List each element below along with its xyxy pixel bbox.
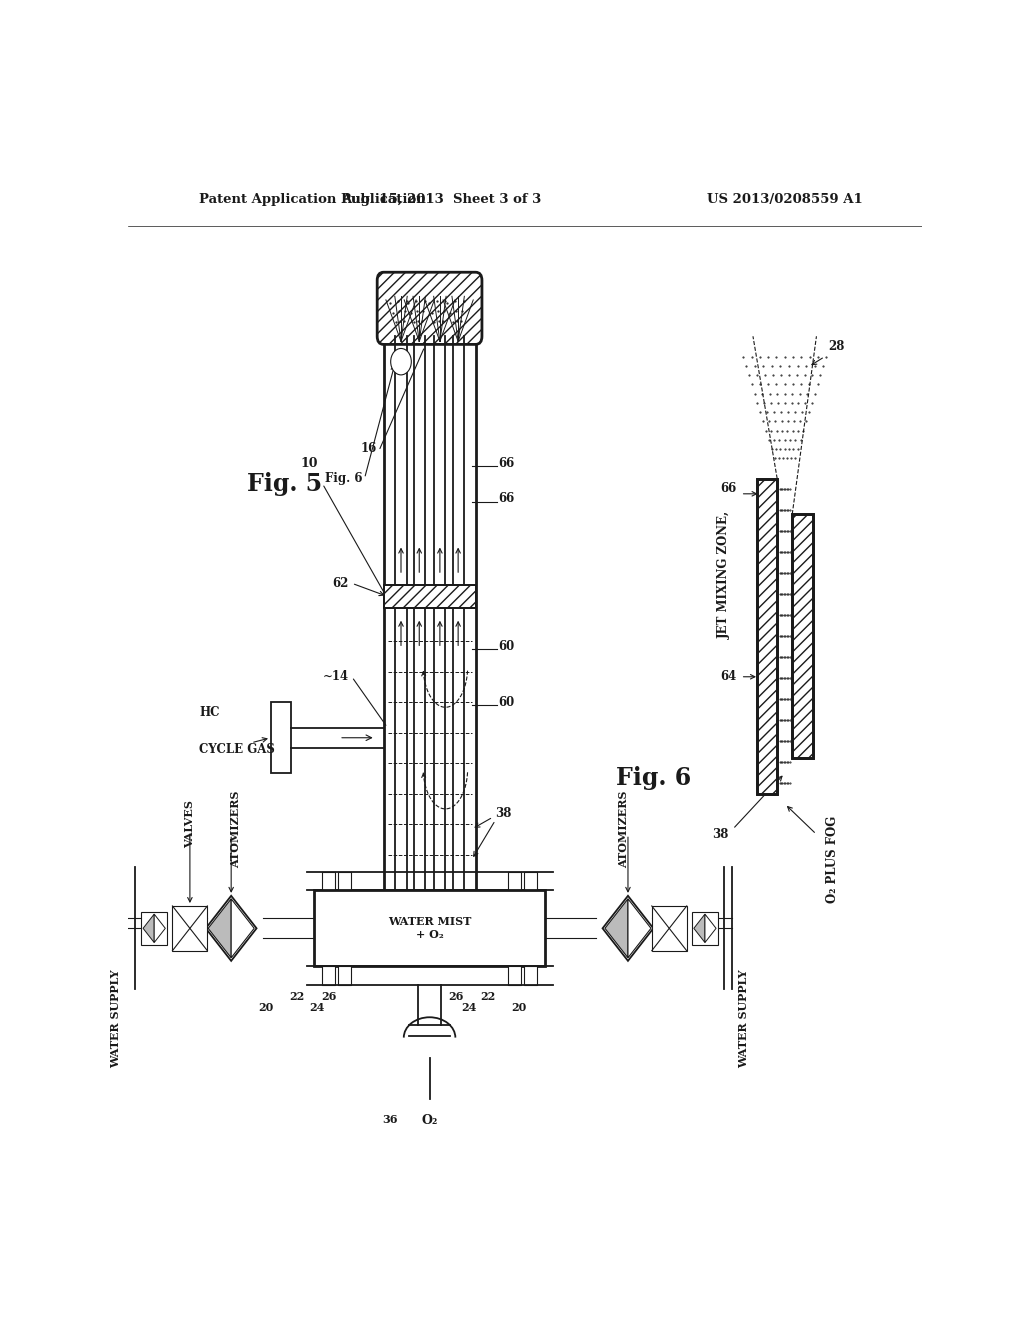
Bar <box>757 479 777 793</box>
Text: 62: 62 <box>332 577 348 590</box>
Bar <box>524 966 537 985</box>
Polygon shape <box>206 896 257 961</box>
Text: O₂ PLUS FOG: O₂ PLUS FOG <box>825 816 839 903</box>
Text: 26: 26 <box>449 991 464 1002</box>
Text: VALVES: VALVES <box>184 800 196 847</box>
Bar <box>652 906 687 950</box>
Polygon shape <box>705 913 716 942</box>
Bar <box>524 873 537 890</box>
Bar <box>338 873 351 890</box>
Text: ATOMIZERS: ATOMIZERS <box>618 791 630 869</box>
Bar <box>323 873 335 890</box>
Bar <box>384 585 475 607</box>
Text: WATER MIST
+ O₂: WATER MIST + O₂ <box>388 916 471 940</box>
Text: 66: 66 <box>499 492 515 506</box>
Polygon shape <box>231 899 254 958</box>
Text: 22: 22 <box>480 991 496 1002</box>
Text: O₂: O₂ <box>422 1114 437 1127</box>
Text: 36: 36 <box>382 1114 397 1125</box>
Text: 66: 66 <box>721 482 736 495</box>
Text: 24: 24 <box>309 1002 325 1012</box>
Text: Fig. 6: Fig. 6 <box>616 767 691 791</box>
Text: HC: HC <box>200 706 220 719</box>
Text: US 2013/0208559 A1: US 2013/0208559 A1 <box>708 193 863 206</box>
Text: WATER SUPPLY: WATER SUPPLY <box>110 969 121 1068</box>
Text: 64: 64 <box>721 671 736 684</box>
Text: 66: 66 <box>499 457 515 470</box>
Text: ~14: ~14 <box>323 671 348 684</box>
Bar <box>172 906 207 950</box>
Text: 60: 60 <box>499 696 515 709</box>
Text: 20: 20 <box>511 1002 526 1012</box>
Polygon shape <box>628 899 651 958</box>
Bar <box>141 912 167 945</box>
Text: ATOMIZERS: ATOMIZERS <box>229 791 241 869</box>
Text: 20: 20 <box>258 1002 273 1012</box>
Bar <box>270 702 292 774</box>
Polygon shape <box>155 913 165 942</box>
Text: Fig. 5: Fig. 5 <box>247 471 323 495</box>
Bar <box>508 873 521 890</box>
Text: 22: 22 <box>290 991 305 1002</box>
Bar <box>508 966 521 985</box>
Bar <box>323 966 335 985</box>
Bar <box>793 515 813 758</box>
Text: 38: 38 <box>713 828 729 841</box>
Text: Aug. 15, 2013  Sheet 3 of 3: Aug. 15, 2013 Sheet 3 of 3 <box>341 193 542 206</box>
Bar <box>338 966 351 985</box>
Polygon shape <box>605 899 628 958</box>
Text: CYCLE GAS: CYCLE GAS <box>200 743 275 756</box>
Bar <box>314 890 545 966</box>
Text: 60: 60 <box>499 640 515 653</box>
Text: 28: 28 <box>828 341 845 352</box>
Polygon shape <box>143 913 155 942</box>
Bar <box>692 912 718 945</box>
Text: Patent Application Publication: Patent Application Publication <box>200 193 426 206</box>
Text: WATER SUPPLY: WATER SUPPLY <box>738 969 750 1068</box>
Polygon shape <box>694 913 705 942</box>
Text: 10: 10 <box>301 457 318 470</box>
Text: JET MIXING ZONE,: JET MIXING ZONE, <box>718 511 731 639</box>
Bar <box>384 585 475 607</box>
Bar <box>757 479 777 793</box>
Bar <box>793 515 813 758</box>
Text: 38: 38 <box>495 808 511 821</box>
Text: 16: 16 <box>360 442 377 454</box>
Polygon shape <box>208 899 231 958</box>
Circle shape <box>391 348 412 375</box>
Text: Fig. 6: Fig. 6 <box>325 473 362 484</box>
Polygon shape <box>602 896 653 961</box>
Text: 26: 26 <box>322 991 337 1002</box>
FancyBboxPatch shape <box>377 272 482 345</box>
Text: 24: 24 <box>462 1002 477 1012</box>
